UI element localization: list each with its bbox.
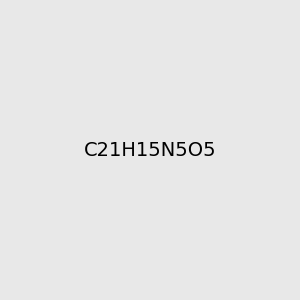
- Text: C21H15N5O5: C21H15N5O5: [84, 140, 216, 160]
